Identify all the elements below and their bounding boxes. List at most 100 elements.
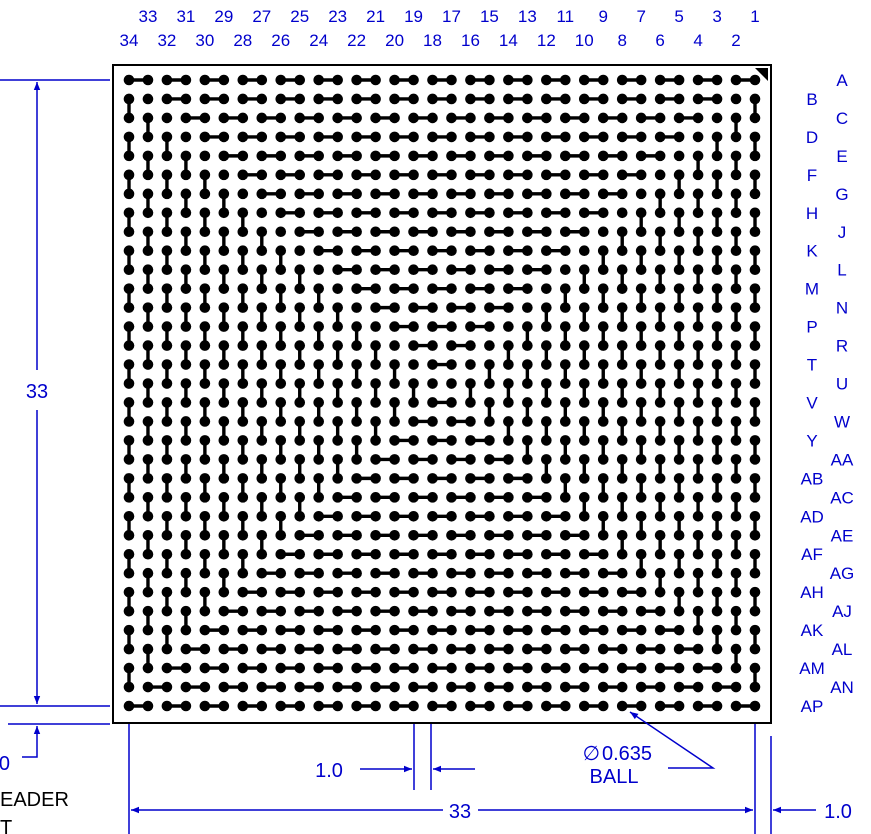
solder-ball — [123, 586, 135, 598]
solder-ball — [161, 302, 173, 313]
solder-ball — [541, 492, 552, 503]
solder-ball — [560, 605, 571, 617]
solder-ball — [294, 264, 306, 275]
solder-ball — [389, 643, 400, 655]
solder-ball — [654, 473, 666, 484]
solder-ball — [560, 662, 571, 674]
solder-ball — [199, 226, 211, 238]
solder-ball — [275, 188, 287, 200]
solder-ball — [370, 492, 381, 503]
solder-ball — [332, 150, 343, 162]
solder-ball — [749, 624, 761, 636]
solder-ball — [465, 492, 476, 503]
solder-ball — [711, 264, 723, 275]
solder-ball — [408, 492, 419, 503]
solder-ball — [142, 700, 154, 712]
solder-ball — [427, 131, 438, 143]
solder-ball — [180, 283, 192, 294]
column-label: 30 — [195, 31, 214, 50]
solder-ball — [123, 548, 135, 560]
solder-ball — [408, 150, 419, 162]
solder-ball — [484, 416, 495, 427]
solder-ball — [503, 74, 514, 86]
solder-ball — [199, 321, 211, 332]
solder-ball — [427, 397, 438, 408]
solder-ball — [673, 207, 685, 219]
solder-ball — [351, 264, 362, 275]
solder-ball — [313, 207, 324, 219]
solder-ball — [503, 283, 514, 294]
solder-ball — [654, 511, 666, 522]
solder-ball — [218, 529, 230, 541]
solder-ball — [256, 567, 268, 579]
solder-ball — [199, 150, 211, 162]
solder-ball — [275, 226, 287, 238]
solder-ball — [351, 681, 362, 693]
solder-ball — [578, 378, 590, 389]
solder-ball — [635, 340, 647, 351]
solder-ball — [673, 321, 685, 332]
solder-ball — [199, 681, 211, 693]
solder-ball — [180, 605, 192, 617]
solder-ball — [123, 624, 135, 636]
solder-ball — [256, 93, 268, 105]
solder-ball — [654, 321, 666, 332]
solder-ball — [199, 511, 211, 522]
solder-ball — [180, 416, 192, 427]
solder-ball — [749, 473, 761, 484]
solder-ball — [142, 548, 154, 560]
solder-ball — [749, 302, 761, 313]
solder-ball — [332, 74, 343, 86]
solder-ball — [616, 245, 628, 257]
solder-ball — [673, 245, 685, 257]
solder-ball — [294, 700, 306, 712]
solder-ball — [673, 359, 685, 370]
solder-ball — [446, 700, 457, 712]
row-label: AN — [830, 678, 854, 697]
solder-ball — [332, 359, 343, 370]
solder-ball — [635, 511, 647, 522]
solder-ball — [730, 454, 742, 465]
solder-ball — [389, 321, 400, 332]
solder-ball — [711, 624, 723, 636]
solder-ball — [275, 74, 287, 86]
solder-ball — [522, 681, 533, 693]
solder-ball — [503, 567, 514, 579]
solder-ball — [465, 643, 476, 655]
solder-ball — [313, 74, 324, 86]
solder-ball — [370, 643, 381, 655]
solder-ball — [370, 662, 381, 674]
solder-ball — [256, 681, 268, 693]
solder-ball — [313, 435, 324, 446]
solder-ball — [370, 74, 381, 86]
solder-ball — [484, 74, 495, 86]
solder-ball — [522, 548, 533, 560]
solder-ball — [313, 605, 324, 617]
row-label: C — [836, 109, 848, 128]
solder-ball — [503, 378, 514, 389]
solder-ball — [408, 416, 419, 427]
solder-ball — [465, 321, 476, 332]
solder-ball — [578, 605, 590, 617]
solder-ball — [597, 188, 609, 200]
solder-ball — [654, 435, 666, 446]
solder-ball — [635, 321, 647, 332]
package-outline — [112, 64, 772, 724]
solder-ball — [294, 112, 306, 124]
solder-ball — [142, 150, 154, 162]
solder-ball — [389, 283, 400, 294]
solder-ball — [389, 359, 400, 370]
row-label: AJ — [832, 602, 852, 621]
solder-ball — [218, 74, 230, 86]
solder-ball — [578, 340, 590, 351]
solder-ball — [332, 340, 343, 351]
solder-ball — [294, 416, 306, 427]
solder-ball — [522, 435, 533, 446]
solder-ball — [692, 492, 704, 503]
solder-ball — [294, 302, 306, 313]
solder-ball — [730, 283, 742, 294]
solder-ball — [389, 567, 400, 579]
solder-ball — [560, 93, 571, 105]
solder-ball — [313, 302, 324, 313]
column-label: 7 — [636, 7, 645, 26]
